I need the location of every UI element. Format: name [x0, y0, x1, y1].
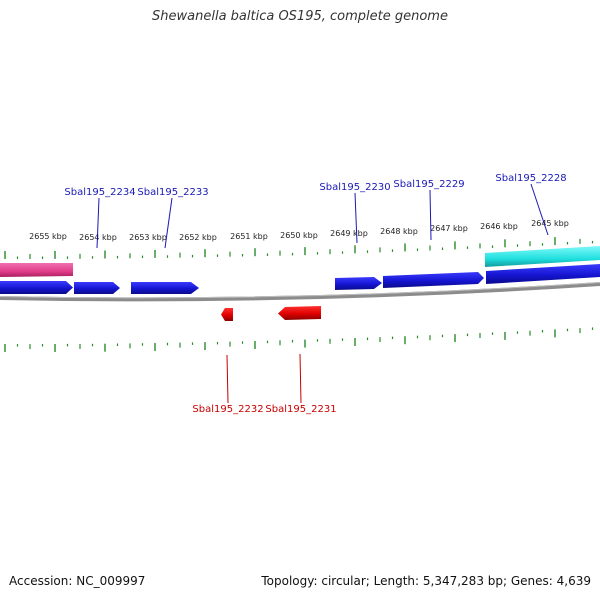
outer-scale-ticks — [4, 237, 594, 259]
scale-label: 2654 kbp — [79, 233, 117, 242]
gene-label[interactable]: Sbal195_2232 — [192, 404, 263, 415]
scale-label: 2646 kbp — [480, 222, 518, 231]
reverse-gene-arrow[interactable] — [221, 308, 233, 321]
forward-gene-arrow[interactable] — [74, 282, 120, 294]
leader-line — [429, 189, 432, 241]
leader-line — [354, 192, 358, 244]
forward-gene-arrow[interactable] — [486, 264, 600, 284]
map-title: Shewanella baltica OS195, complete genom… — [152, 9, 448, 24]
leader-line — [96, 197, 100, 249]
leader-line — [530, 183, 549, 236]
genome-backbone — [0, 282, 600, 302]
pink-feature[interactable] — [0, 263, 73, 277]
forward-gene-arrow[interactable] — [335, 277, 382, 290]
gene-label[interactable]: Sbal195_2230 — [319, 182, 390, 193]
scale-label: 2645 kbp — [531, 219, 569, 228]
leader-line — [226, 354, 229, 404]
gene-label[interactable]: Sbal195_2229 — [393, 179, 464, 190]
gene-label[interactable]: Sbal195_2228 — [495, 173, 566, 184]
scale-label: 2649 kbp — [330, 229, 368, 238]
inner-scale-ticks — [4, 327, 594, 352]
scale-label: 2653 kbp — [129, 233, 167, 242]
scale-label: 2651 kbp — [230, 232, 268, 241]
scale-label: 2647 kbp — [430, 224, 468, 233]
gene-label[interactable]: Sbal195_2234 — [64, 187, 135, 198]
scale-label: 2650 kbp — [280, 231, 318, 240]
gene-label[interactable]: Sbal195_2231 — [265, 404, 336, 415]
scale-label: 2648 kbp — [380, 227, 418, 236]
leader-line — [299, 353, 302, 404]
forward-gene-arrow[interactable] — [0, 281, 73, 294]
scale-label: 2655 kbp — [29, 232, 67, 241]
gene-label[interactable]: Sbal195_2233 — [137, 187, 208, 198]
scale-label: 2652 kbp — [179, 233, 217, 242]
accession-text: Accession: NC_009997 — [9, 574, 146, 588]
forward-gene-arrow[interactable] — [131, 282, 199, 294]
leader-line — [164, 197, 173, 249]
reverse-gene-arrow[interactable] — [278, 306, 321, 320]
cyan-feature[interactable] — [485, 246, 600, 267]
forward-gene-arrow[interactable] — [383, 272, 484, 288]
genome-summary-text: Topology: circular; Length: 5,347,283 bp… — [261, 574, 591, 588]
